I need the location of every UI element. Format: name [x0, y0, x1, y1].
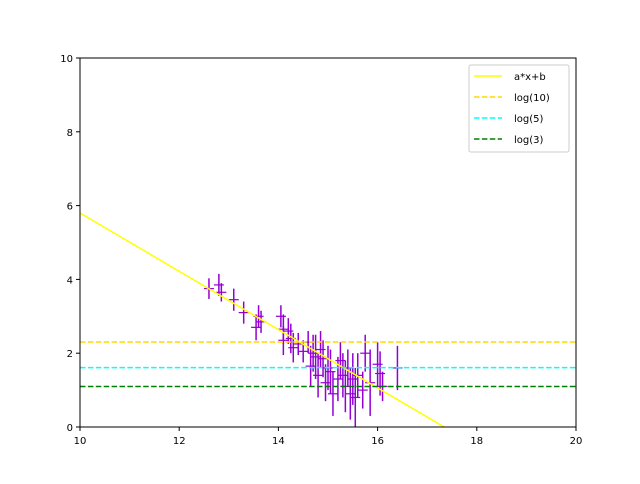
x-tick-label-4: 18 [470, 436, 483, 447]
legend-label-3: log(3) [514, 135, 544, 146]
legend-label-1: log(10) [514, 93, 550, 104]
axes-frame [79, 57, 577, 428]
y-tick-label-0: 0 [67, 423, 73, 434]
series-group [80, 212, 576, 427]
plot-area [80, 212, 576, 427]
y-tick-label-2: 4 [67, 275, 73, 286]
y-tick-label-3: 6 [67, 202, 73, 213]
x-tick-label-2: 14 [272, 436, 285, 447]
legend-box [468, 64, 570, 153]
legend-label-2: log(5) [514, 114, 544, 125]
x-tick-label-0: 10 [74, 436, 87, 447]
y-tick-label-1: 2 [67, 349, 73, 360]
legend-label-0: a*x+b [514, 72, 546, 83]
x-tick-label-3: 16 [371, 436, 384, 447]
fit-line [80, 212, 446, 427]
y-tick-label-5: 10 [60, 54, 73, 65]
x-tick-label-1: 12 [173, 436, 186, 447]
legend: a*x+b log(10) log(5) log(3) [468, 64, 570, 153]
y-tick-label-4: 8 [67, 128, 73, 139]
x-tick-label-5: 20 [570, 436, 583, 447]
axis-ticks: 10 12 14 16 18 20 0 2 4 6 8 10 [60, 54, 582, 447]
